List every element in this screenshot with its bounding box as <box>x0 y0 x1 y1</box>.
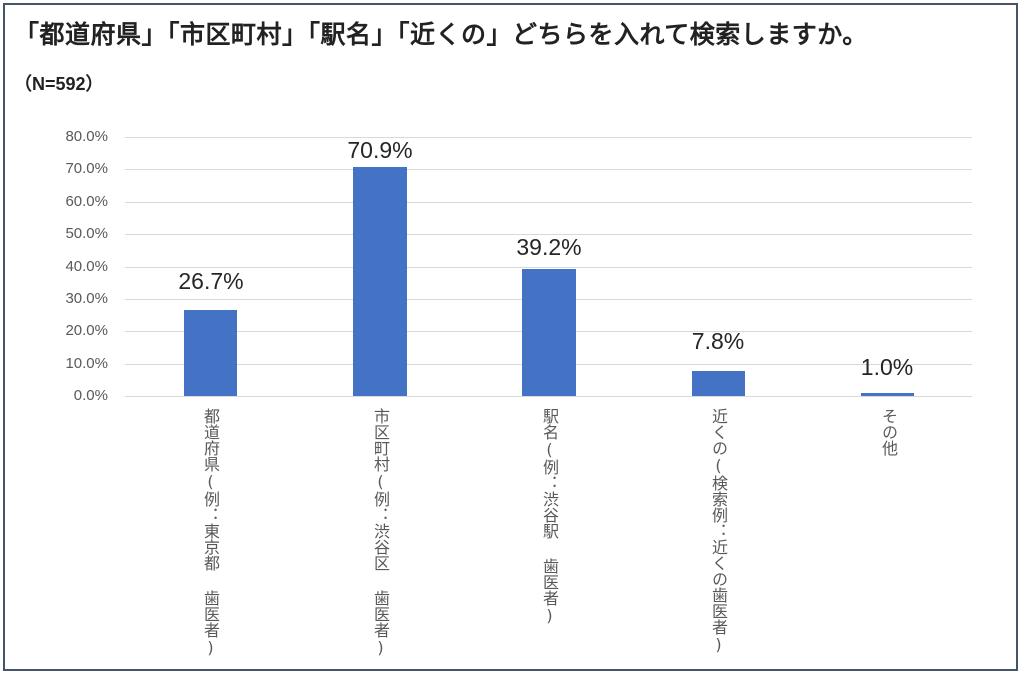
y-tick-label: 50.0% <box>65 225 108 242</box>
y-tick-label: 80.0% <box>65 128 108 145</box>
y-tick-label: 30.0% <box>65 290 108 307</box>
chart-title: 「都道府県」「市区町村」「駅名」「近くの」どちらを入れて検索しますか。 <box>14 20 868 49</box>
bar-other <box>861 393 914 396</box>
bar-city <box>353 167 407 396</box>
y-tick-label: 20.0% <box>65 322 108 339</box>
x-category-label: 近くの(検索例：近くの歯医者) <box>709 408 728 654</box>
gridline-40 <box>125 267 972 268</box>
data-label: 1.0% <box>860 354 914 380</box>
data-label: 70.9% <box>347 137 413 163</box>
gridline-80 <box>125 137 972 138</box>
y-tick-label: 40.0% <box>65 258 108 275</box>
x-axis-baseline <box>125 396 972 397</box>
chart-frame <box>3 3 1018 671</box>
x-category-label: その他 <box>879 408 898 456</box>
bar-nearby <box>692 371 745 396</box>
y-tick-label: 10.0% <box>65 355 108 372</box>
sample-size-label: （N=592） <box>14 74 104 94</box>
data-label: 39.2% <box>516 234 582 260</box>
bar-prefecture <box>184 310 237 396</box>
data-label: 26.7% <box>178 268 244 294</box>
x-category-label: 駅名(例：渋谷駅 歯医者) <box>540 408 559 625</box>
data-label: 7.8% <box>691 328 745 354</box>
y-tick-label: 70.0% <box>65 160 108 177</box>
bar-station <box>522 269 576 396</box>
x-category-label: 都道府県(例：東京都 歯医者) <box>201 408 220 657</box>
gridline-60 <box>125 202 972 203</box>
gridline-50 <box>125 234 972 235</box>
gridline-70 <box>125 169 972 170</box>
y-tick-label: 0.0% <box>73 387 108 404</box>
x-category-label: 市区町村(例：渋谷区 歯医者) <box>371 408 390 657</box>
y-tick-label: 60.0% <box>65 193 108 210</box>
